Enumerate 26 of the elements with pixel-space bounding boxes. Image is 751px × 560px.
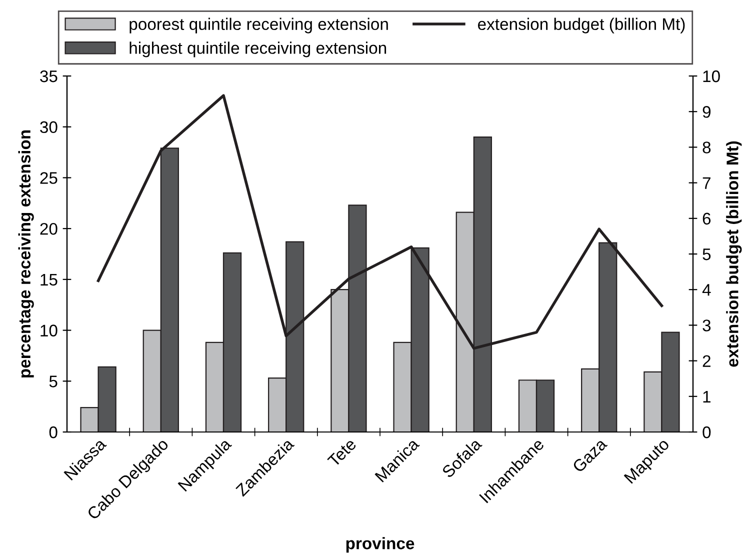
y-axis-title: percentage receiving extension [18, 130, 34, 378]
y-tick-label: 5 [49, 376, 58, 388]
legend-label: extension budget (billion Mt) [478, 18, 685, 34]
y-tick-label: 25 [40, 172, 58, 184]
y-tick-label: 10 [40, 324, 58, 336]
y2-tick-label: 2 [702, 355, 710, 367]
y2-tick-label: 7 [702, 177, 710, 189]
y2-tick-label: 6 [702, 212, 711, 225]
y-tick-label: 35 [40, 70, 58, 82]
y2-tick-label: 3 [702, 320, 711, 332]
y-tick-label: 30 [40, 121, 58, 134]
y2-tick-label: 0 [702, 426, 711, 438]
x-axis-title: province [346, 537, 414, 553]
legend-label: highest quintile receiving extension [130, 42, 386, 58]
legend-label: poorest quintile receiving extension [130, 18, 388, 34]
y2-tick-label: 1 [703, 390, 710, 402]
y-tick-label: 20 [40, 222, 58, 235]
y2-axis-title: extension budget (billion Mt) [726, 141, 742, 367]
y-tick-label: 0 [49, 426, 58, 438]
y2-tick-label: 8 [702, 142, 711, 154]
y2-tick-label: 4 [702, 284, 711, 296]
y2-tick-label: 10 [703, 70, 720, 82]
y2-tick-label: 5 [702, 248, 711, 260]
y2-tick-label: 9 [702, 106, 711, 118]
x-tick-label: Tete [327, 438, 357, 468]
y-tick-label: 15 [40, 274, 58, 286]
